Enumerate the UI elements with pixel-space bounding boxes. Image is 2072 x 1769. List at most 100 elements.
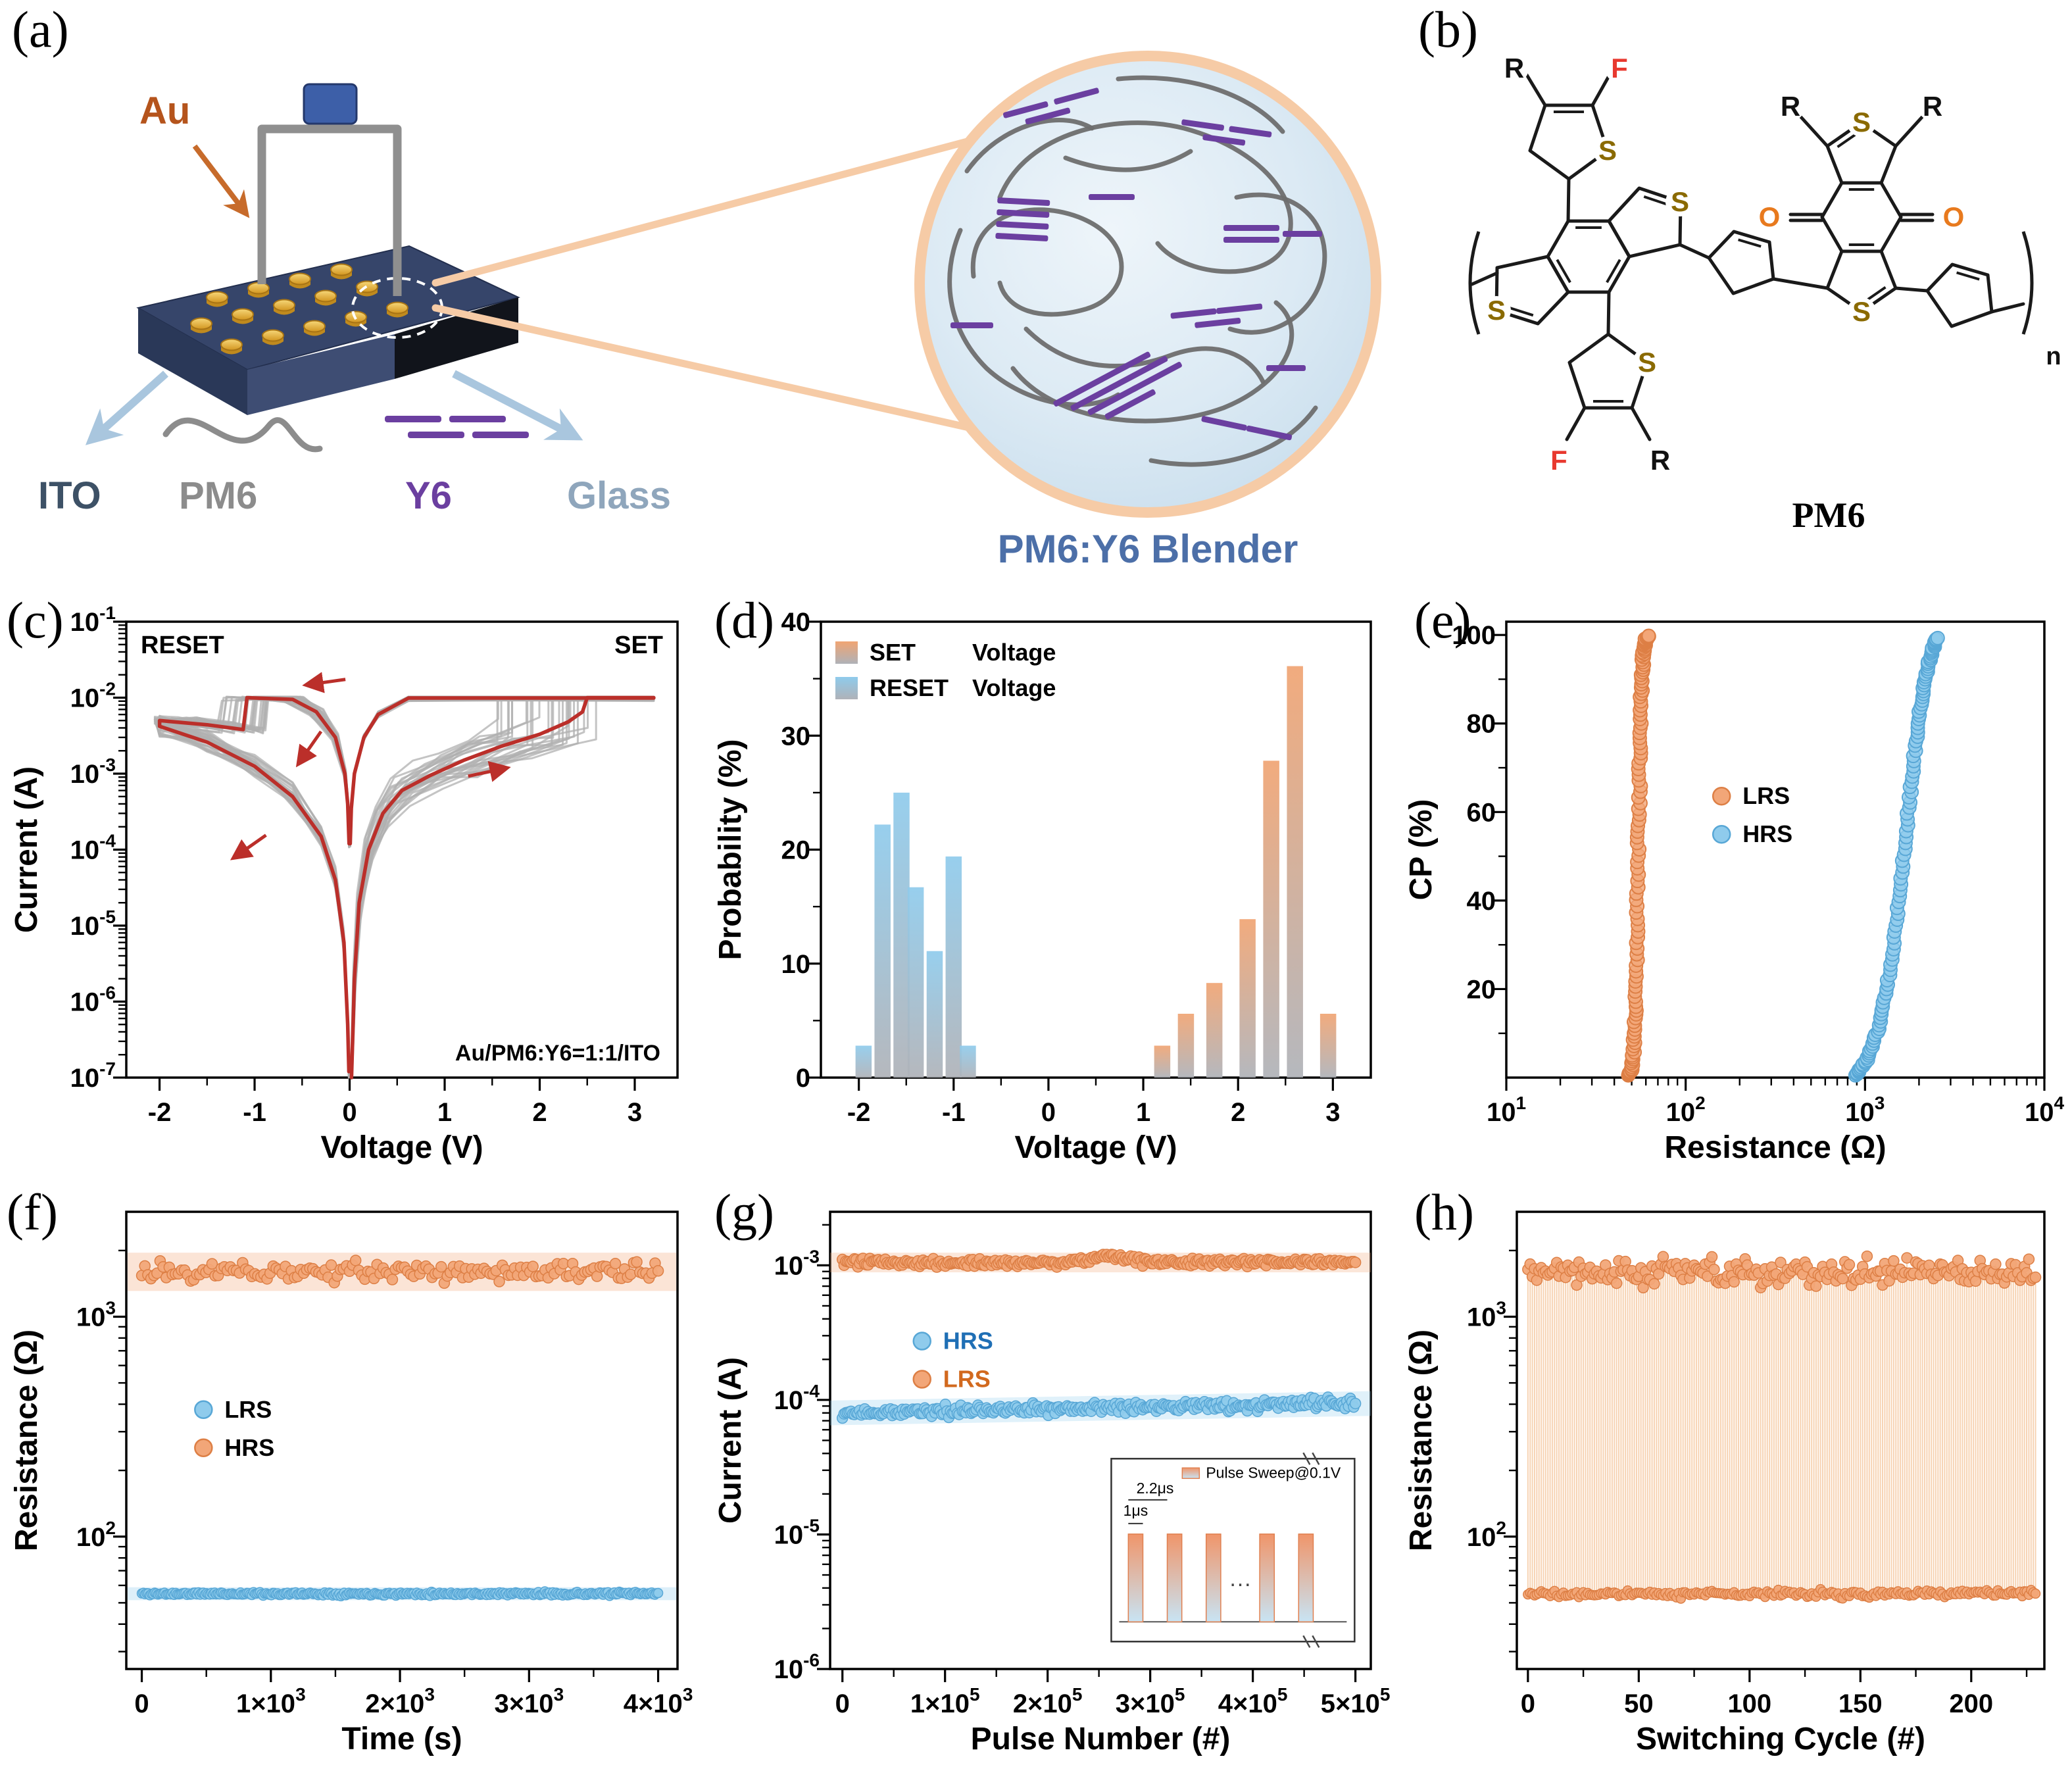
- endurance-markers: [1522, 1250, 2042, 1604]
- svg-text:R: R: [1781, 91, 1800, 122]
- panel-label-a: (a): [12, 1, 69, 58]
- svg-text:R: R: [1504, 53, 1524, 84]
- sweep-direction-arrow: [230, 834, 267, 860]
- svg-text:-2: -2: [847, 1098, 871, 1127]
- axes: 0 50 100 150 200 102 103 Switching Cycle (#) Res…: [1404, 1210, 2046, 1757]
- svg-text:Switching Cycle (#): Switching Cycle (#): [1636, 1722, 1925, 1757]
- svg-text:4×105: 4×105: [1218, 1684, 1288, 1718]
- svg-text:10-1: 10-1: [70, 603, 116, 637]
- gold-electrode: [303, 320, 326, 333]
- svg-text:1×103: 1×103: [236, 1684, 306, 1718]
- pm6-molecular-structure: R F S S S S F R R R S O O Sn: [1468, 53, 2068, 476]
- endurance-switch-lines: [1527, 1256, 2036, 1599]
- y6-cluster: [1002, 87, 1099, 125]
- probe-wire: [257, 124, 402, 296]
- y6-molecule-glyph: [472, 432, 529, 438]
- svg-text:102: 102: [1467, 1518, 1506, 1552]
- svg-text:O: O: [1943, 201, 1965, 232]
- pm6-chain: [1024, 326, 1266, 384]
- svg-text:101: 101: [1487, 1093, 1526, 1127]
- svg-text:0: 0: [1041, 1098, 1056, 1127]
- au-arrow: [192, 144, 250, 218]
- svg-text:Current (A): Current (A): [9, 766, 44, 933]
- y6-cluster: [1053, 351, 1182, 420]
- svg-text:103: 103: [1467, 1297, 1506, 1332]
- svg-text:60: 60: [1467, 798, 1496, 827]
- svg-text:HRS: HRS: [1742, 820, 1792, 847]
- svg-text:S: S: [1638, 347, 1656, 378]
- svg-text:-1: -1: [942, 1098, 966, 1127]
- svg-text:30: 30: [781, 722, 811, 751]
- sweep-direction-arrow: [468, 760, 511, 782]
- legend: LRS HRS: [194, 1396, 274, 1461]
- probe-clip: [303, 83, 358, 125]
- panel-e-cumulative-probability: 101 102 103 104 20 40 60 80 100 Resistance (Ω) CP …: [1394, 586, 2072, 1178]
- svg-text:0: 0: [796, 1064, 810, 1093]
- svg-text:3×105: 3×105: [1116, 1684, 1185, 1718]
- axes: 0 1×105 2×105 3×105 4×105 5×105 10-6 10-5 10-4 10…: [713, 1210, 1391, 1757]
- pm6-chain: [997, 120, 1293, 274]
- right-bracket: [2021, 231, 2034, 335]
- panel-g-pulse-endurance: 0 1×105 2×105 3×105 4×105 5×105 10-6 10-5 10-4 10…: [704, 1178, 1394, 1769]
- svg-text:F: F: [1611, 53, 1628, 84]
- panel-label-e: (e): [1414, 591, 1471, 649]
- svg-text:S: S: [1487, 295, 1506, 326]
- gold-electrode: [247, 282, 270, 295]
- svg-text:10-6: 10-6: [70, 983, 116, 1017]
- svg-text:1μs: 1μs: [1123, 1502, 1148, 1519]
- svg-text:Au/PM6:Y6=1:1/ITO: Au/PM6:Y6=1:1/ITO: [455, 1041, 660, 1066]
- svg-text:LRS: LRS: [1742, 782, 1790, 809]
- legend: LRS HRS: [1712, 782, 1792, 847]
- retention-series-lrs: [136, 1586, 664, 1602]
- svg-text:102: 102: [1666, 1093, 1706, 1127]
- pulse-waveform-inset: ··· 1μs 2.2μs Pulse Sweep@0.1V: [1110, 1452, 1356, 1648]
- gold-electrode: [190, 317, 212, 330]
- y6-cluster: [1266, 365, 1306, 371]
- panel-h-switching-endurance: 0 50 100 150 200 102 103 Switching Cycle (#) Res…: [1394, 1178, 2072, 1769]
- blend-morphology-circle: [914, 51, 1381, 518]
- panel-a-device-schematic: (a) Au ITO PM6 Y6 Glass PM6:Y6 Blender: [0, 0, 1401, 586]
- svg-text:0: 0: [1521, 1689, 1535, 1718]
- svg-text:S: S: [1598, 135, 1617, 166]
- svg-text:1: 1: [1136, 1098, 1150, 1127]
- svg-text:3×103: 3×103: [494, 1684, 564, 1718]
- cdf-chart: 101 102 103 104 20 40 60 80 100 Resistance (Ω) CP …: [1404, 620, 2064, 1165]
- svg-text:Voltage (V): Voltage (V): [320, 1130, 483, 1165]
- panel-label-b: (b): [1418, 1, 1478, 58]
- y6-label: Y6: [405, 474, 452, 517]
- iv-chart: -2 -1 0 1 2 3 10-7 10-6 10-5 10-4 10-3 10-2 10-1 Volt…: [9, 603, 679, 1165]
- svg-text:Resistance (Ω): Resistance (Ω): [9, 1330, 44, 1551]
- cdf-series-lrs: [1621, 628, 1656, 1083]
- svg-text:Pulse Number (#): Pulse Number (#): [971, 1722, 1231, 1757]
- glass-arrow: [452, 370, 583, 441]
- pm6-chain-glyph: [162, 417, 323, 453]
- svg-text:20: 20: [781, 836, 811, 865]
- gold-electrode: [289, 272, 311, 286]
- svg-text:O: O: [1759, 201, 1781, 232]
- svg-text:5×105: 5×105: [1321, 1684, 1391, 1718]
- svg-text:S: S: [1671, 186, 1689, 217]
- panel-d-voltage-histogram: -2 -1 0 1 2 3 0 10 20 30 40 Voltage (V) Probability …: [704, 586, 1394, 1178]
- svg-text:2: 2: [532, 1098, 547, 1127]
- magnifier-cone: [432, 136, 979, 433]
- svg-text:80: 80: [1467, 710, 1496, 739]
- svg-text:10-3: 10-3: [70, 755, 116, 789]
- endurance-chart: 0 50 100 150 200 102 103 Switching Cycle (#) Res…: [1404, 1210, 2046, 1757]
- legend: HRS LRS: [912, 1328, 993, 1393]
- pm6-chain: [1116, 75, 1285, 134]
- pulse-series-hrs: [836, 1391, 1362, 1424]
- svg-text:4×103: 4×103: [624, 1684, 693, 1718]
- svg-text:Voltage (V): Voltage (V): [1014, 1130, 1177, 1165]
- svg-text:40: 40: [781, 608, 811, 637]
- svg-text:n: n: [2046, 343, 2061, 370]
- y6-cluster: [995, 197, 1050, 241]
- svg-text:Current (A): Current (A): [713, 1357, 748, 1524]
- svg-text:Resistance (Ω): Resistance (Ω): [1664, 1130, 1886, 1165]
- svg-text:3: 3: [1325, 1098, 1340, 1127]
- panel-f-retention: 0 1×103 2×103 3×103 4×103 102 103 Time (s) Resis…: [0, 1178, 704, 1769]
- pm6-chain: [1148, 405, 1318, 467]
- svg-text:R: R: [1650, 445, 1670, 476]
- molecule-atoms: R F S S S S F R R R S O O Sn: [1482, 53, 2068, 476]
- gold-electrode: [262, 329, 284, 342]
